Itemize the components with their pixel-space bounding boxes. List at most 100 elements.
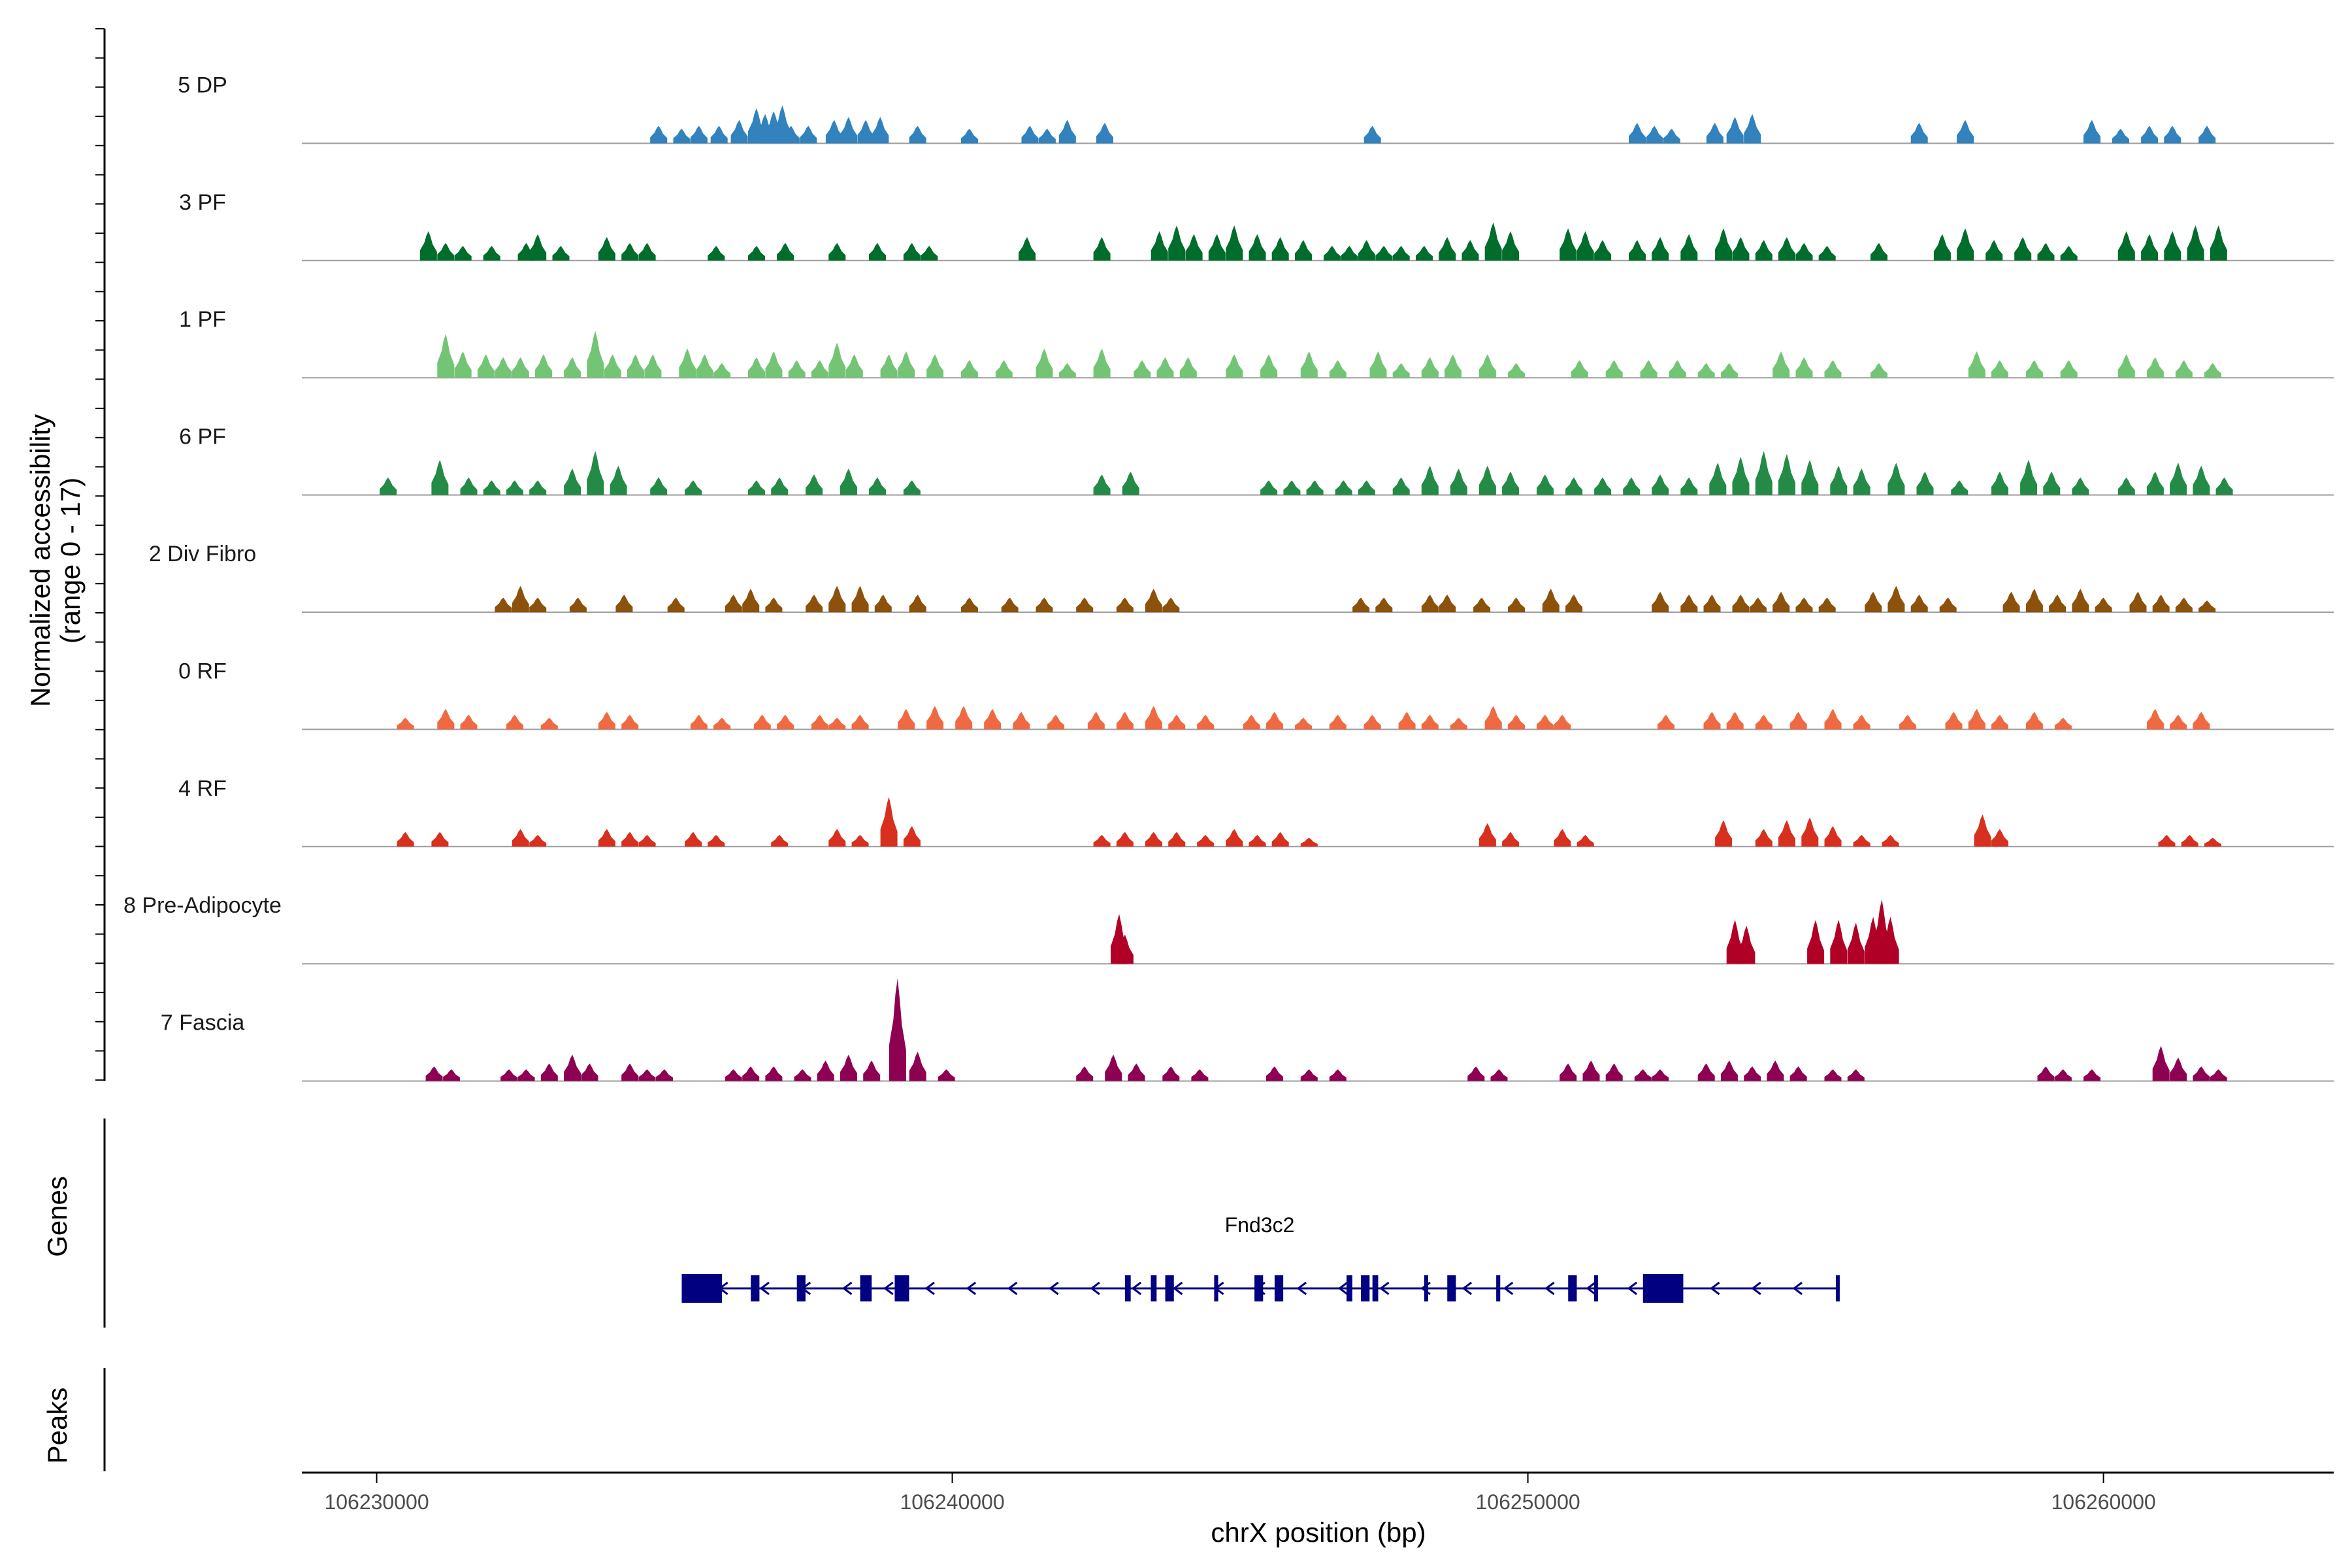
coverage-peak xyxy=(2060,246,2078,261)
coverage-peak xyxy=(679,348,696,378)
strand-chevron xyxy=(1792,1281,1803,1296)
coverage-peak xyxy=(2043,471,2061,495)
coverage-peak xyxy=(2117,477,2135,495)
coverage-peak xyxy=(828,828,846,847)
coverage-peak xyxy=(955,706,973,730)
coverage-peak xyxy=(1755,451,1772,495)
coverage-peak xyxy=(425,1066,443,1081)
track-0-rf: 0 RF xyxy=(178,659,2334,730)
coverage-peak xyxy=(1755,240,1772,261)
coverage-peak xyxy=(540,717,558,730)
coverage-peak xyxy=(1122,471,1139,495)
coverage-peak xyxy=(2117,354,2135,378)
track-8-pre-adipocyte: 8 Pre-Adipocyte xyxy=(123,893,2334,965)
coverage-peak xyxy=(2020,459,2038,495)
gene-exon xyxy=(1361,1275,1370,1301)
coverage-peak xyxy=(828,242,846,261)
strand-chevron xyxy=(1007,1281,1018,1296)
y-axis-title-line2: (range 0 - 17) xyxy=(55,478,86,644)
coverage-peak xyxy=(638,242,656,261)
coverage-peak xyxy=(460,477,478,495)
coverage-peak xyxy=(1197,834,1215,847)
coverage-peak xyxy=(529,480,547,495)
coverage-peak xyxy=(938,1069,955,1081)
coverage-peak xyxy=(1364,125,1381,144)
coverage-peak xyxy=(869,477,886,495)
coverage-peak xyxy=(710,125,728,144)
track-2-div-fibro: 2 Div Fibro xyxy=(149,542,2334,613)
coverage-peak xyxy=(1508,597,1525,612)
coverage-peak xyxy=(1605,360,1623,378)
coverage-peak xyxy=(2193,1066,2210,1081)
coverage-peak xyxy=(1508,363,1525,378)
coverage-peak xyxy=(1795,597,1813,612)
coverage-peak xyxy=(1720,363,1738,378)
coverage-peak xyxy=(1369,351,1387,378)
coverage-peak xyxy=(840,117,857,144)
coverage-peak xyxy=(1260,480,1278,495)
coverage-peak xyxy=(1594,477,1612,495)
strand-chevron xyxy=(1049,1281,1059,1296)
coverage-peak xyxy=(512,828,529,847)
coverage-peak xyxy=(1364,715,1381,730)
coverage-peak xyxy=(454,246,472,261)
coverage-peak xyxy=(1697,1063,1715,1081)
coverage-peak xyxy=(1767,1060,1784,1081)
coverage-peak xyxy=(1951,480,1968,495)
coverage-peak xyxy=(1197,715,1215,730)
strand-chevron xyxy=(1090,1281,1100,1296)
coverage-peak xyxy=(615,595,633,612)
coverage-peak xyxy=(1537,474,1554,495)
coverage-peak xyxy=(2146,471,2164,495)
coverage-peak xyxy=(1105,1054,1122,1081)
coverage-peak xyxy=(1824,360,1842,378)
coverage-peak xyxy=(1478,823,1496,847)
coverage-peak xyxy=(1226,354,1243,378)
coverage-peak xyxy=(1910,123,1928,144)
coverage-peak xyxy=(1789,711,1807,730)
coverage-peak xyxy=(782,125,800,144)
coverage-peak xyxy=(2083,120,2100,144)
coverage-peak xyxy=(1134,360,1151,378)
coverage-peak xyxy=(872,117,889,144)
coverage-peak xyxy=(512,585,529,612)
coverage-peak xyxy=(2025,711,2043,730)
coverage-peak xyxy=(961,360,978,378)
left-axis-group xyxy=(95,28,106,1471)
coverage-peak xyxy=(1669,360,1686,378)
coverage-peak xyxy=(840,1054,857,1081)
coverage-peak xyxy=(1772,351,1790,378)
coverage-peak xyxy=(1445,354,1462,378)
coverage-peak xyxy=(1697,363,1715,378)
coverage-peak xyxy=(880,796,898,847)
coverage-peak xyxy=(1162,1066,1180,1081)
coverage-peak xyxy=(1801,459,1819,495)
coverage-peak xyxy=(1720,1060,1738,1081)
coverage-peak xyxy=(1116,832,1134,847)
coverage-peak xyxy=(1058,363,1076,378)
x-tick-label: 106250000 xyxy=(1475,1490,1580,1514)
coverage-peak xyxy=(748,357,765,378)
gene-exon xyxy=(1568,1275,1577,1301)
coverage-peak xyxy=(380,477,397,495)
coverage-peak xyxy=(811,360,828,378)
coverage-peak xyxy=(742,1066,760,1081)
coverage-peak xyxy=(1392,246,1410,261)
coverage-peak xyxy=(1778,453,1795,495)
coverage-peak xyxy=(2002,591,2020,612)
coverage-peak xyxy=(771,834,789,847)
coverage-peak xyxy=(552,246,570,261)
coverage-peak xyxy=(2170,1057,2187,1081)
coverage-peak xyxy=(1096,123,1113,144)
coverage-peak xyxy=(1640,360,1658,378)
x-axis: 106230000 106240000 106250000 106260000 xyxy=(302,1471,2334,1514)
track-label: 5 DP xyxy=(178,73,227,97)
coverage-peak xyxy=(2054,1069,2072,1081)
track-5-dp: 5 DP xyxy=(178,73,2334,144)
coverage-peak xyxy=(1703,711,1721,730)
coverage-peak xyxy=(777,715,794,730)
coverage-peak xyxy=(1329,1069,1347,1081)
coverage-peak xyxy=(650,125,668,144)
coverage-peak xyxy=(1939,597,1957,612)
